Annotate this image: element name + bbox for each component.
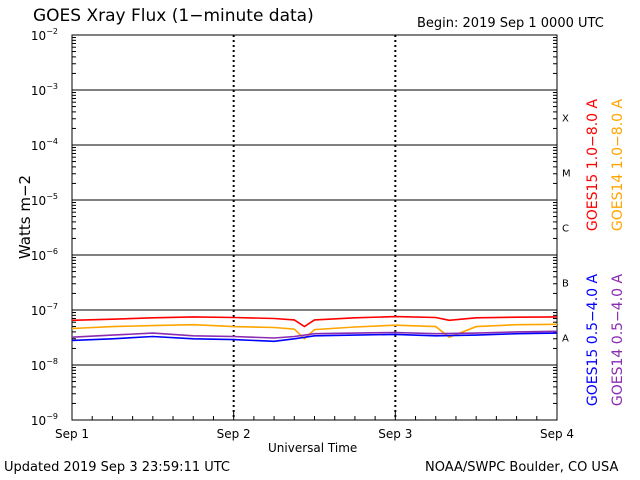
y-tick-label: 10−8 bbox=[30, 357, 58, 373]
legend-goes14-short: GOES14 0.5−4.0 A bbox=[610, 273, 626, 407]
flare-class-label: A bbox=[562, 333, 569, 345]
y-tick-label: 10−6 bbox=[30, 247, 58, 263]
x-tick-label: Sep 4 bbox=[539, 427, 575, 441]
y-tick-label: 10−3 bbox=[30, 82, 58, 98]
chart-title: GOES Xray Flux (1−minute data) bbox=[33, 6, 314, 26]
series-line-4 bbox=[71, 330, 558, 339]
y-tick-label: 10−7 bbox=[30, 302, 58, 318]
flare-class-label: X bbox=[562, 113, 569, 125]
y-tick-label: 10−9 bbox=[30, 412, 58, 428]
x-tick-label: Sep 3 bbox=[378, 427, 413, 441]
series-line-3 bbox=[71, 332, 558, 343]
x-tick-label: Sep 1 bbox=[54, 427, 90, 441]
begin-time-label: Begin: 2019 Sep 1 0000 UTC bbox=[417, 16, 604, 31]
flare-class-label: M bbox=[562, 168, 571, 180]
x-axis-label: Universal Time bbox=[268, 441, 358, 455]
updated-timestamp: Updated 2019 Sep 3 23:59:11 UTC bbox=[4, 460, 231, 475]
flare-class-label: C bbox=[562, 223, 569, 235]
legend-goes15-short: GOES15 0.5−4.0 A bbox=[585, 273, 601, 407]
legend-goes14-long: GOES14 1.0−8.0 A bbox=[610, 98, 626, 232]
y-tick-label: 10−5 bbox=[30, 192, 58, 208]
plot-frame bbox=[71, 34, 558, 421]
flare-class-label: B bbox=[562, 278, 569, 290]
credit-label: NOAA/SWPC Boulder, CO USA bbox=[425, 460, 619, 475]
y-tick-label: 10−2 bbox=[30, 27, 58, 43]
legend-goes15-long: GOES15 1.0−8.0 A bbox=[585, 98, 601, 232]
series-line-1 bbox=[71, 315, 558, 328]
y-tick-label: 10−4 bbox=[30, 137, 58, 153]
x-tick-label: Sep 2 bbox=[216, 427, 251, 441]
